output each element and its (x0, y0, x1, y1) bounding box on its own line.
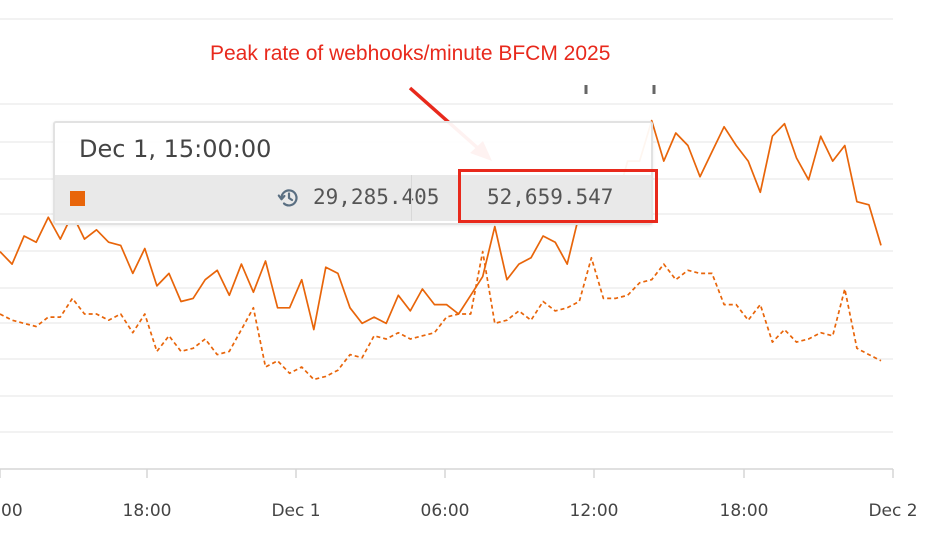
x-tick-label: 06:00 (421, 501, 470, 521)
x-tick-label: 12:00 (570, 501, 619, 521)
history-icon (277, 189, 298, 207)
highlight-box (458, 169, 658, 223)
x-tick-label: Dec 1 (271, 501, 320, 521)
column-divider (411, 175, 412, 221)
current-value: 52,659.547 (487, 185, 614, 209)
series-swatch (70, 191, 85, 206)
annotation-text: Peak rate of webhooks/minute BFCM 2025 (210, 42, 611, 65)
hover-tooltip: Dec 1, 15:00:00 29,285.405 52,659.547 (53, 121, 653, 225)
grid-lines (0, 18, 893, 433)
tooltip-series-row: 29,285.405 52,659.547 (55, 175, 651, 221)
previous-period-value: 29,285.405 (313, 185, 440, 209)
solid-series-line (0, 119, 882, 331)
x-tick-label: 18:00 (123, 501, 172, 521)
x-tick-label: 18:00 (720, 501, 769, 521)
x-axis: 00 18:00 Dec 1 06:00 12:00 18:00 Dec 2 (0, 468, 918, 521)
x-tick-label: 00 (1, 501, 23, 521)
tooltip-title: Dec 1, 15:00:00 (79, 135, 272, 163)
series-layer (0, 85, 882, 381)
dashed-series-line (0, 250, 882, 381)
x-tick-label: Dec 2 (868, 501, 917, 521)
